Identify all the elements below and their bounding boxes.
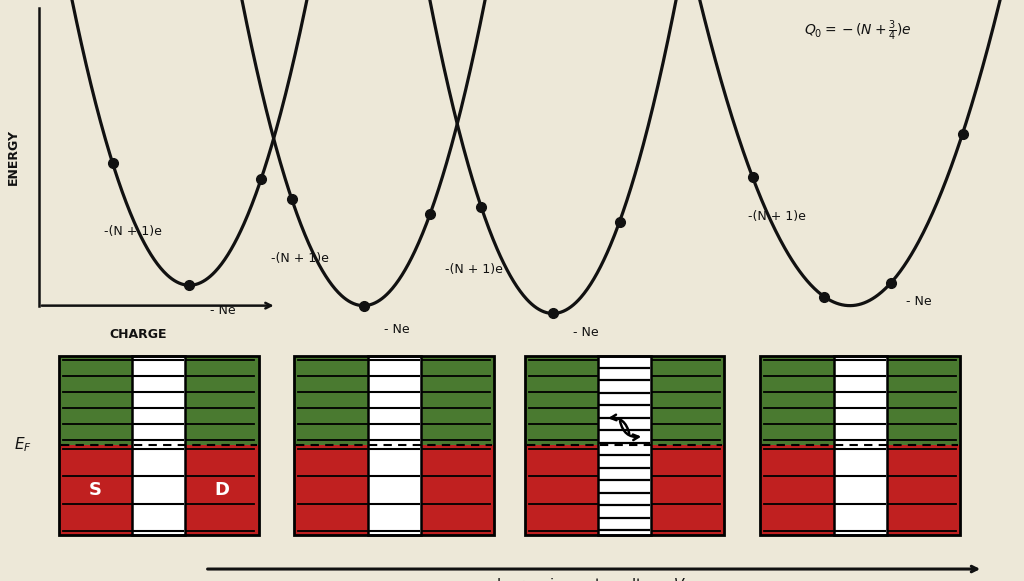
Text: -(N + 1)e: -(N + 1)e [271, 252, 330, 265]
Text: - Ne: - Ne [210, 304, 236, 317]
Bar [761, 356, 961, 535]
Text: ENERGY: ENERGY [7, 129, 19, 185]
Bar [761, 444, 834, 535]
Bar [651, 444, 725, 535]
Text: -(N + 1)e: -(N + 1)e [748, 210, 806, 223]
Bar [598, 356, 651, 535]
Text: S: S [89, 481, 102, 499]
Bar [887, 444, 961, 535]
Bar [525, 356, 725, 535]
Bar [421, 444, 495, 535]
Bar [368, 356, 421, 535]
Text: $Q_0 = -(N + \frac{3}{4})e$: $Q_0 = -(N + \frac{3}{4})e$ [804, 19, 911, 43]
Text: - Ne: - Ne [384, 323, 410, 336]
Text: $E_F$: $E_F$ [13, 435, 32, 454]
Bar [598, 356, 651, 535]
Bar [59, 356, 258, 535]
Text: - Ne: - Ne [573, 326, 599, 339]
Bar [525, 444, 598, 535]
Text: - Ne: - Ne [906, 295, 932, 308]
Bar [651, 356, 725, 444]
Bar [59, 356, 132, 444]
Bar [834, 356, 887, 535]
Text: D: D [214, 481, 229, 499]
Bar [59, 444, 132, 535]
Bar [421, 356, 495, 444]
Bar [185, 356, 258, 444]
Bar [132, 356, 185, 535]
Bar [295, 356, 495, 535]
Text: -(N + 1)e: -(N + 1)e [445, 263, 504, 276]
Bar [295, 356, 368, 444]
Bar [368, 356, 421, 535]
Bar [761, 356, 834, 444]
Bar [887, 356, 961, 444]
Text: Increasing gate voltage $V_g$: Increasing gate voltage $V_g$ [497, 576, 691, 581]
Text: CHARGE: CHARGE [110, 328, 167, 340]
Text: -(N + 1)e: -(N + 1)e [104, 225, 163, 238]
Bar [132, 356, 185, 535]
Bar [185, 444, 258, 535]
Bar [525, 356, 598, 444]
Bar [834, 356, 887, 535]
Bar [295, 444, 368, 535]
